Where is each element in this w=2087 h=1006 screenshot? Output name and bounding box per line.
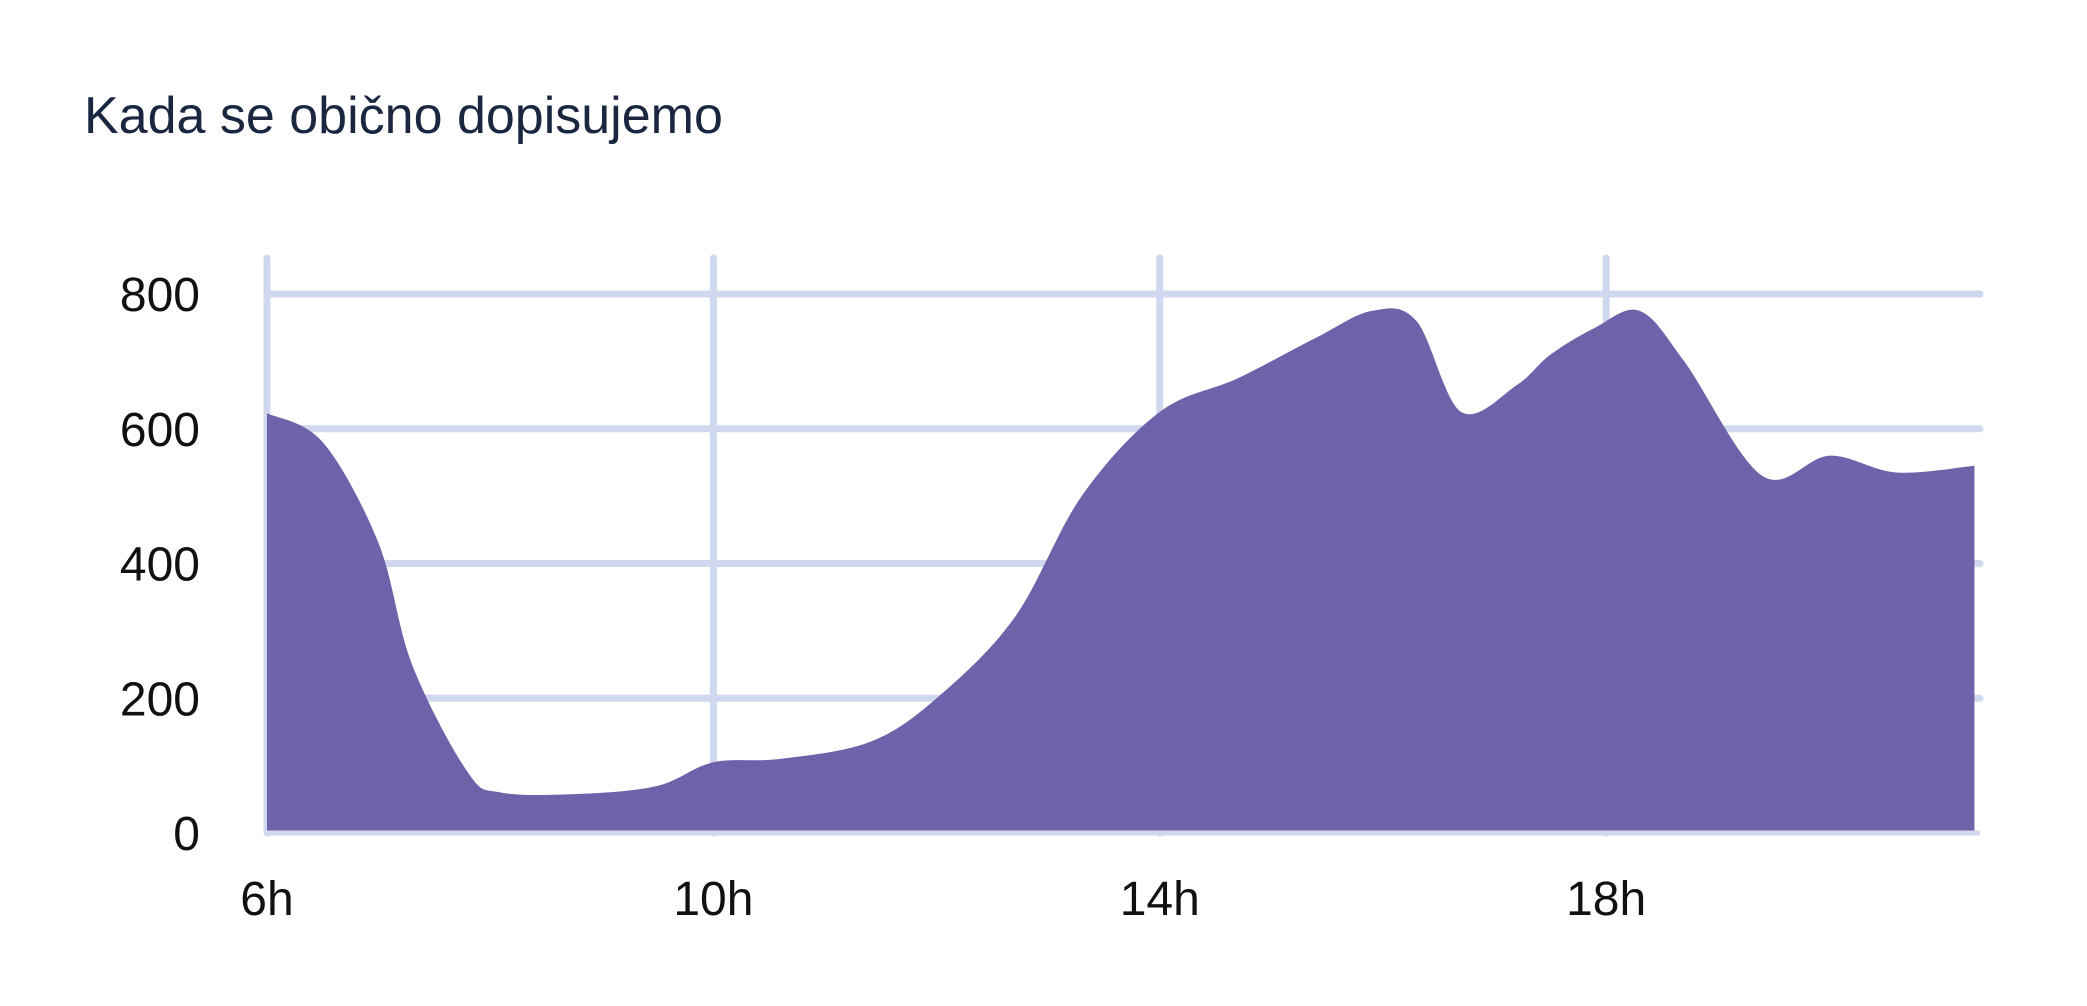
x-tick-label-6: 6h [240, 873, 293, 926]
y-tick-label-800: 800 [120, 269, 200, 322]
x-tick-label-14: 14h [1120, 873, 1200, 926]
series-area [267, 308, 1975, 833]
x-tick-label-18: 18h [1566, 873, 1646, 926]
chart-title: Kada se obično dopisujemo [84, 87, 723, 145]
y-tick-label-400: 400 [120, 539, 200, 592]
x-axis-ticks: 6h 10h 14h 18h [240, 873, 1646, 926]
y-tick-label-600: 600 [120, 404, 200, 457]
y-tick-label-200: 200 [120, 673, 200, 726]
x-tick-label-10: 10h [673, 873, 753, 926]
y-axis-ticks: 0 200 400 600 800 [120, 269, 200, 861]
y-tick-label-0: 0 [173, 808, 200, 861]
